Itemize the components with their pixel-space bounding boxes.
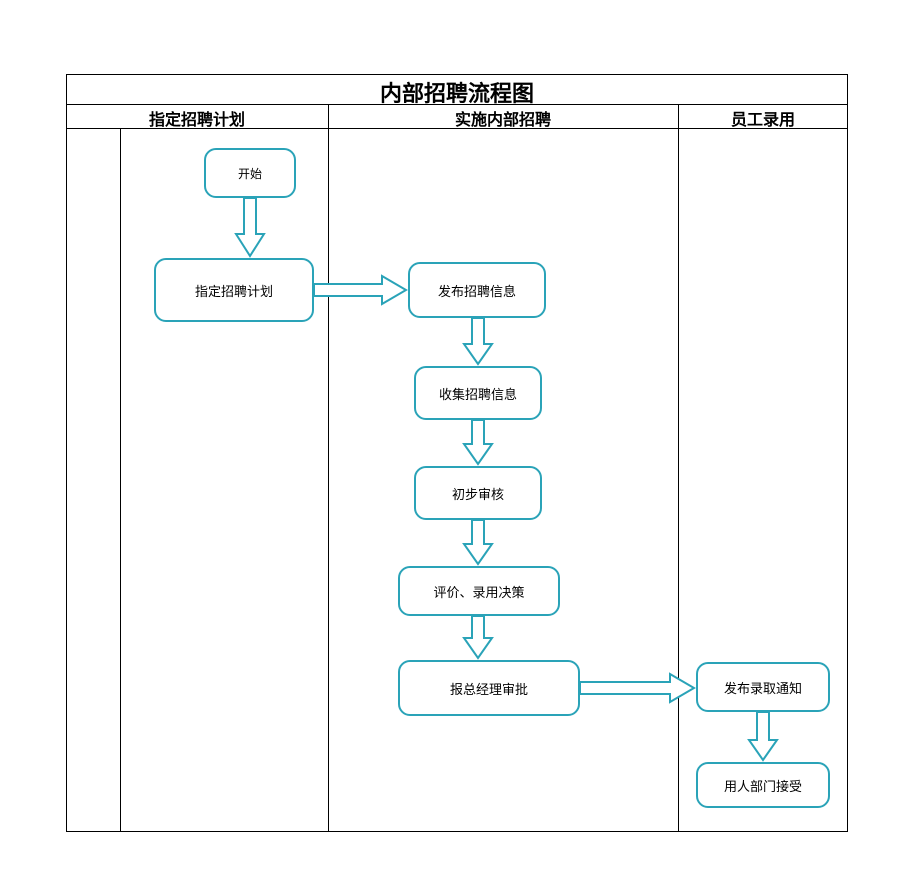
column-header-1: 指定招聘计划 [66, 106, 328, 130]
node-collect: 收集招聘信息 [414, 366, 542, 420]
node-accept: 用人部门接受 [696, 762, 830, 808]
arrow-notify-accept [745, 712, 781, 762]
node-notify: 发布录取通知 [696, 662, 830, 712]
arrow-approve-notify [580, 670, 696, 706]
diagram-canvas: 内部招聘流程图 指定招聘计划 实施内部招聘 员工录用 开始 指定招聘计划 发布招… [0, 0, 906, 881]
arrow-collect-review [460, 420, 496, 466]
col-sep-1 [328, 104, 329, 832]
header-divider [66, 128, 848, 129]
column-header-3: 员工录用 [678, 106, 848, 130]
col-sep-2 [678, 104, 679, 832]
arrow-start-plan [232, 198, 268, 258]
diagram-frame [66, 74, 848, 832]
node-decide: 评价、录用决策 [398, 566, 560, 616]
arrow-decide-approve [460, 616, 496, 660]
node-review: 初步审核 [414, 466, 542, 520]
node-approve: 报总经理审批 [398, 660, 580, 716]
arrow-review-decide [460, 520, 496, 566]
node-plan: 指定招聘计划 [154, 258, 314, 322]
arrow-publish-collect [460, 318, 496, 366]
node-start: 开始 [204, 148, 296, 198]
col-sep-0 [120, 128, 121, 832]
arrow-plan-publish [314, 272, 408, 308]
column-header-2: 实施内部招聘 [328, 106, 678, 130]
node-publish: 发布招聘信息 [408, 262, 546, 318]
title-divider [66, 104, 848, 105]
